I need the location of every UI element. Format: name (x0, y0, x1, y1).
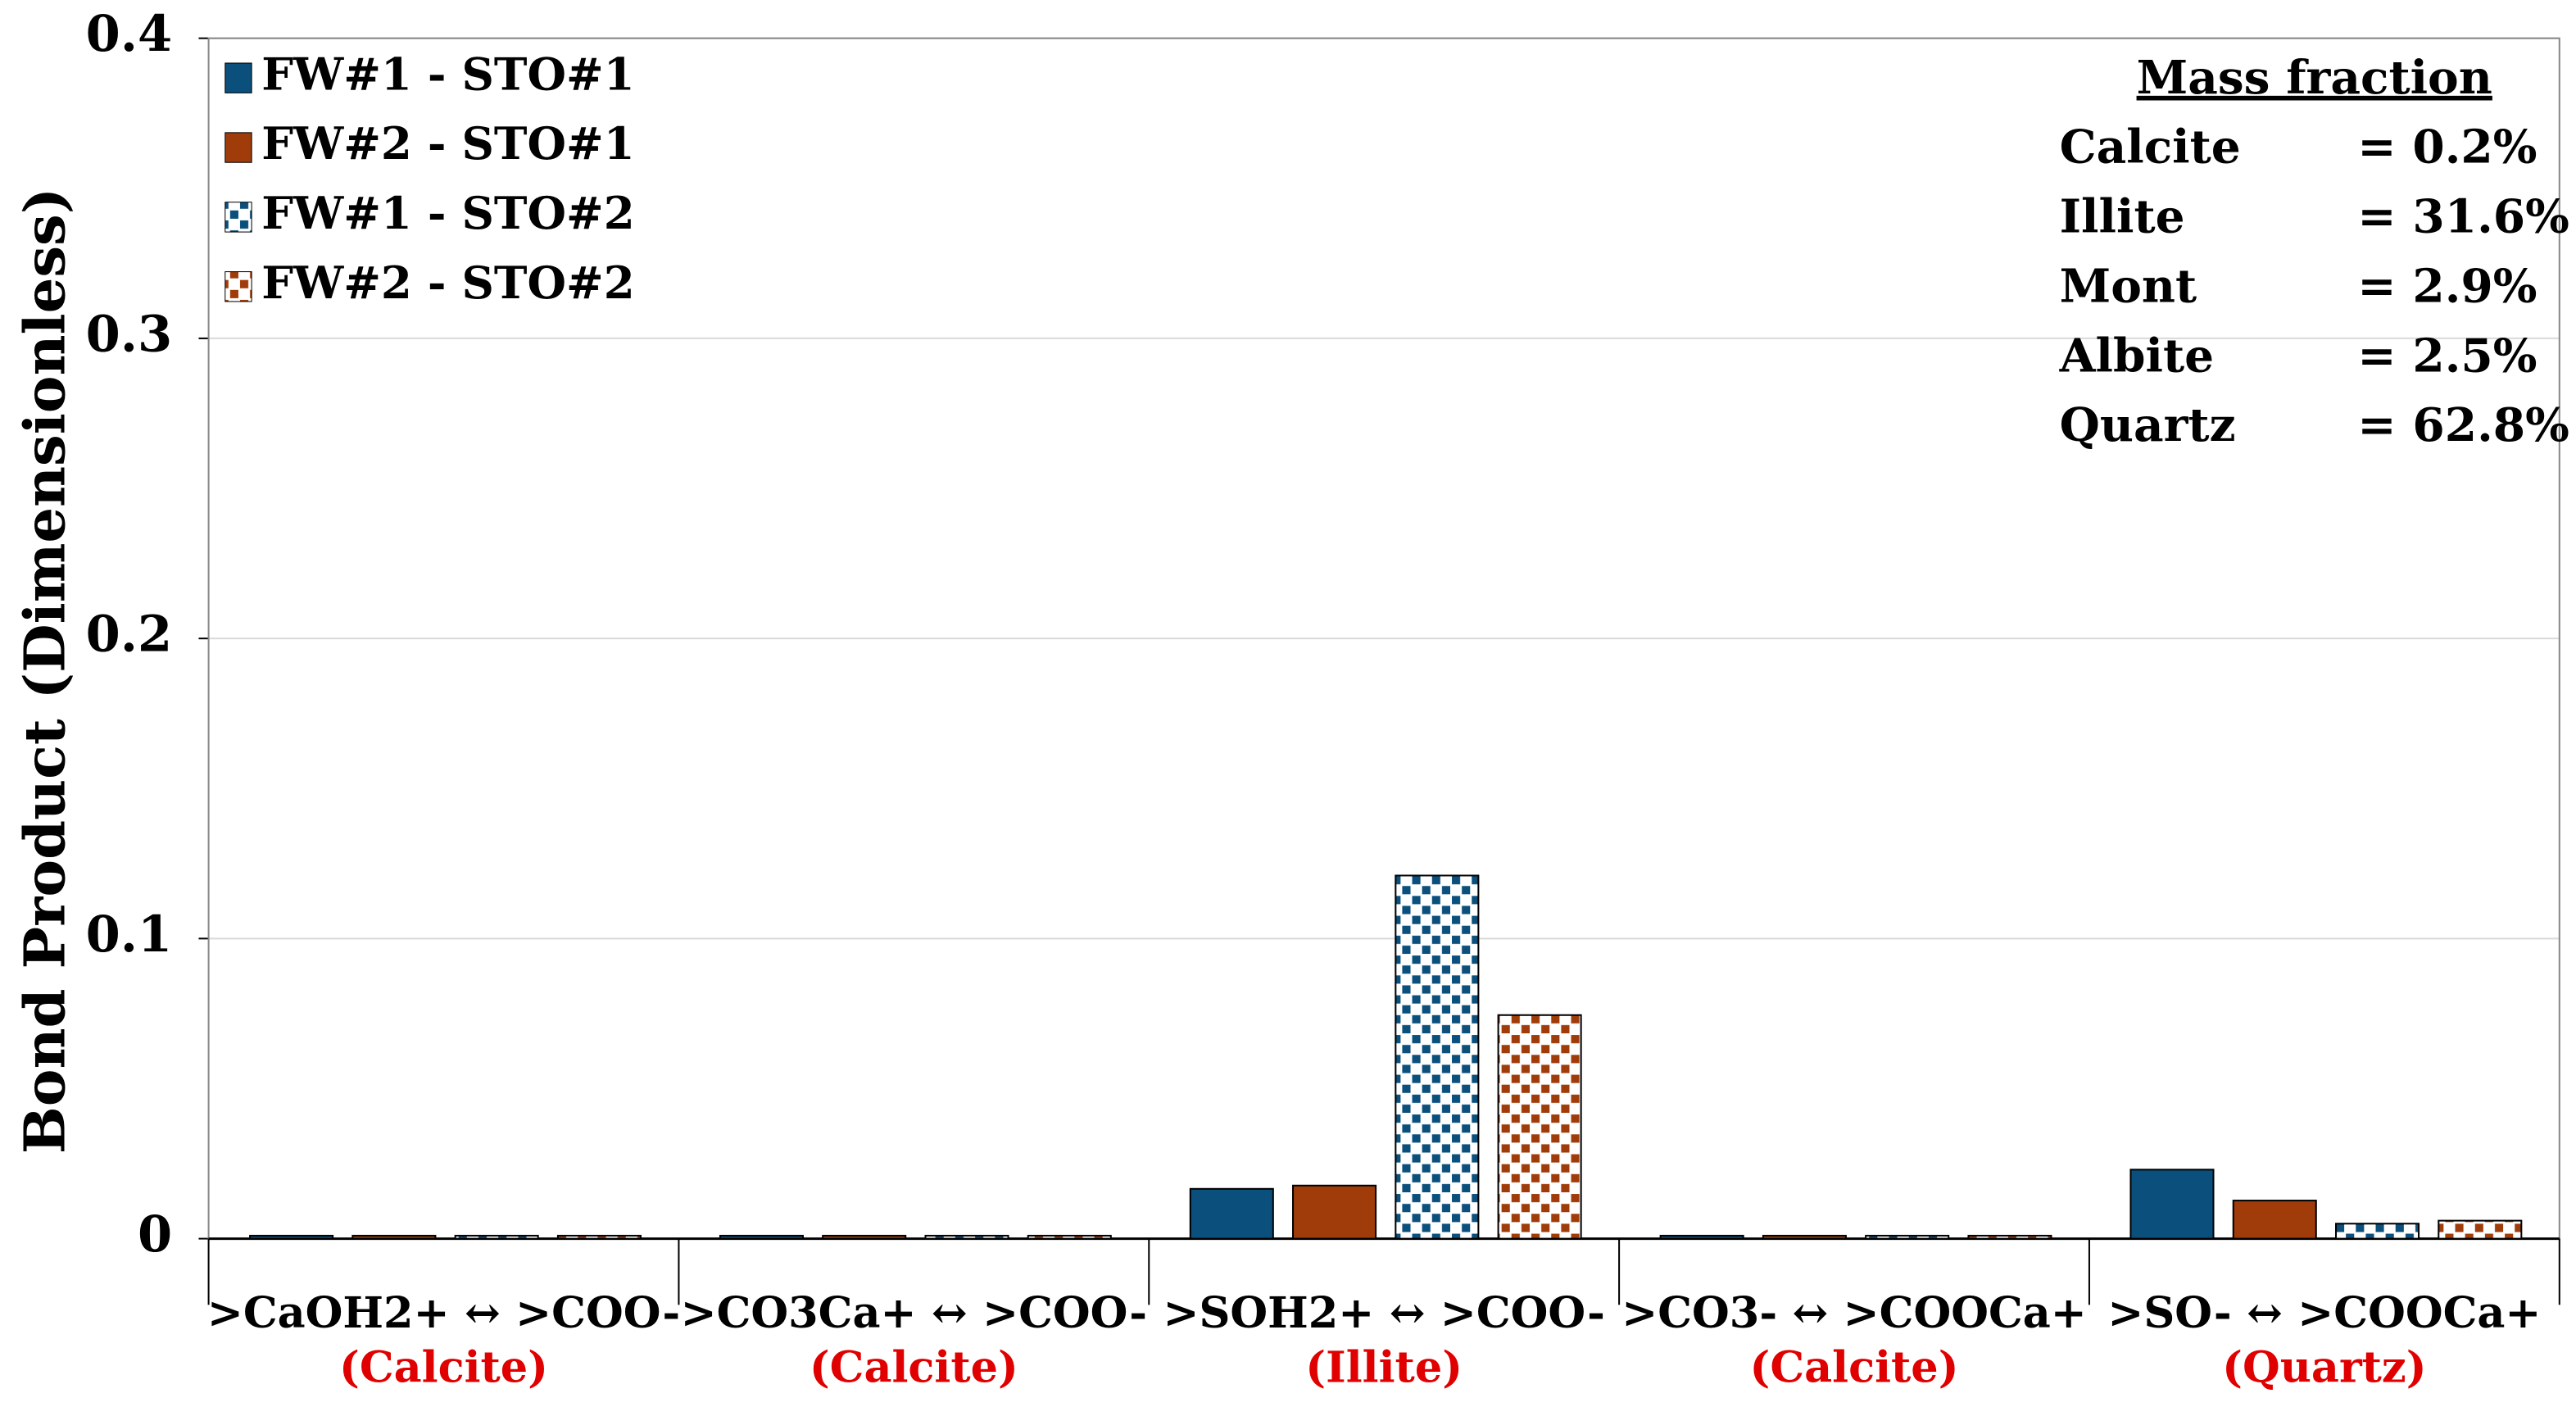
y-tick-label: 0.2 (86, 606, 172, 664)
x-tick-sublabel: (Calcite) (339, 1343, 548, 1393)
x-tick-label: >CO3Ca+ ↔ >COO- (681, 1288, 1147, 1338)
annotation-name: Quartz (2060, 398, 2236, 452)
legend-label: FW#2 - STO#2 (261, 256, 634, 309)
bar (351, 1234, 437, 1240)
legend-label: FW#2 - STO#1 (261, 117, 634, 170)
x-tick-label: >CaOH2+ ↔ >COO- (207, 1288, 680, 1338)
annotation-value: = 31.6% (2357, 190, 2569, 244)
x-tick-sublabel: (Calcite) (810, 1343, 1018, 1393)
x-tick-label: >SO- ↔ >COOCa+ (2107, 1288, 2541, 1338)
y-tick-label: 0.4 (86, 5, 172, 63)
annotation-value: = 2.9% (2357, 259, 2537, 313)
bar (1865, 1234, 1950, 1240)
legend-swatch (224, 132, 252, 163)
legend-swatch (224, 62, 252, 93)
bar (249, 1234, 334, 1240)
y-tick-label: 0.3 (86, 305, 172, 363)
bar (1189, 1187, 1274, 1240)
x-tick-sublabel: (Illite) (1305, 1343, 1463, 1393)
bar (2129, 1169, 2215, 1240)
bar (924, 1234, 1009, 1240)
bar (1497, 1014, 1582, 1240)
x-tick-label: >SOH2+ ↔ >COO- (1163, 1288, 1604, 1338)
annotation-name: Albite (2059, 329, 2215, 383)
annotation-value: = 2.5% (2357, 329, 2537, 383)
y-tick-label: 0 (138, 1205, 172, 1264)
x-tick-sublabel: (Quartz) (2222, 1343, 2426, 1393)
bar (1027, 1234, 1112, 1240)
annotation-name: Calcite (2060, 120, 2241, 175)
bar (1395, 874, 1480, 1240)
bar (719, 1234, 804, 1240)
annotation-name: Mont (2060, 259, 2197, 313)
y-tick-label: 0.1 (86, 905, 172, 964)
legend-label: FW#1 - STO#1 (261, 48, 634, 100)
bar (1762, 1234, 1847, 1240)
x-tick-label: >CO3- ↔ >COOCa+ (1621, 1288, 2087, 1338)
annotation-value: = 62.8% (2357, 398, 2569, 452)
bar (2335, 1223, 2420, 1240)
bar (1967, 1234, 2052, 1240)
bar (822, 1234, 907, 1240)
bar (2438, 1219, 2523, 1240)
legend-label: FW#1 - STO#2 (261, 187, 634, 239)
x-tick-sublabel: (Calcite) (1749, 1343, 1958, 1393)
annotation-title: Mass fraction (2137, 51, 2492, 105)
legend-swatch (224, 271, 252, 302)
bar (454, 1234, 539, 1240)
bar (1292, 1184, 1377, 1240)
bar (1659, 1234, 1744, 1240)
legend-swatch (224, 202, 252, 233)
annotation-value: = 0.2% (2357, 120, 2537, 175)
bar (556, 1234, 642, 1240)
bar (2232, 1200, 2317, 1240)
annotation-name: Illite (2060, 190, 2185, 244)
y-axis-label: Bond Product (Dimensionless) (13, 188, 79, 1154)
